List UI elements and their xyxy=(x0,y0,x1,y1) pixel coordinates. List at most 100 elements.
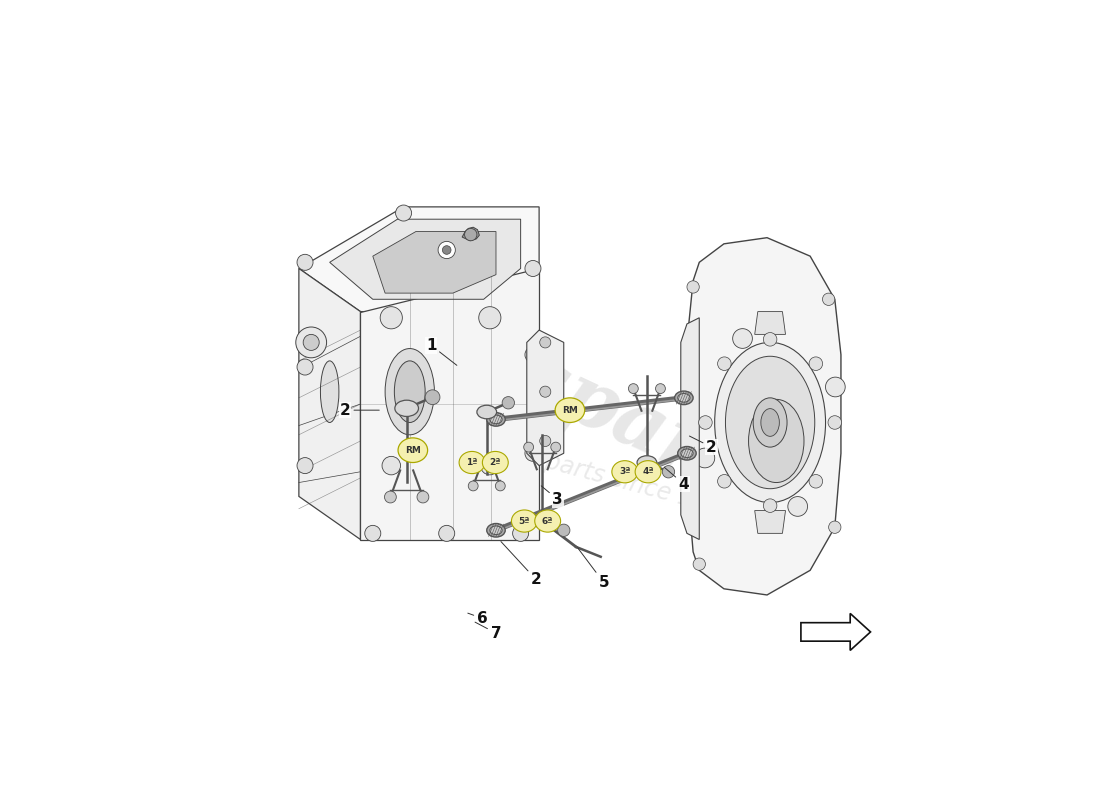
Circle shape xyxy=(628,384,638,394)
Circle shape xyxy=(828,521,840,534)
Ellipse shape xyxy=(486,523,505,537)
Ellipse shape xyxy=(678,446,696,460)
Circle shape xyxy=(788,497,807,516)
Text: eurospares: eurospares xyxy=(321,251,806,532)
Circle shape xyxy=(464,229,477,241)
Ellipse shape xyxy=(490,415,503,424)
Ellipse shape xyxy=(635,461,661,483)
Ellipse shape xyxy=(726,356,815,489)
Text: 2: 2 xyxy=(500,542,541,587)
Circle shape xyxy=(297,254,313,270)
Circle shape xyxy=(442,246,451,254)
Ellipse shape xyxy=(556,398,585,422)
Circle shape xyxy=(296,327,327,358)
Circle shape xyxy=(825,377,845,397)
Circle shape xyxy=(717,474,732,488)
Ellipse shape xyxy=(320,361,339,422)
Text: 2: 2 xyxy=(340,402,379,418)
Circle shape xyxy=(698,416,712,430)
Text: 3: 3 xyxy=(541,486,563,507)
Text: 4ª: 4ª xyxy=(642,467,653,476)
Text: 1: 1 xyxy=(426,338,456,366)
Circle shape xyxy=(695,448,715,468)
Circle shape xyxy=(763,333,777,346)
Circle shape xyxy=(823,293,835,306)
Ellipse shape xyxy=(637,456,657,470)
Text: 2: 2 xyxy=(690,436,717,454)
Circle shape xyxy=(569,402,579,413)
Circle shape xyxy=(563,404,573,414)
Circle shape xyxy=(525,261,541,277)
Circle shape xyxy=(396,205,411,221)
Ellipse shape xyxy=(715,342,825,502)
Text: 5ª: 5ª xyxy=(519,517,530,526)
Ellipse shape xyxy=(477,406,496,418)
Text: 5: 5 xyxy=(578,548,609,590)
Circle shape xyxy=(524,442,534,452)
Circle shape xyxy=(540,337,551,348)
Circle shape xyxy=(438,242,455,258)
Ellipse shape xyxy=(532,514,552,528)
Ellipse shape xyxy=(748,399,804,482)
Polygon shape xyxy=(299,207,539,311)
Circle shape xyxy=(763,499,777,513)
Ellipse shape xyxy=(674,391,693,405)
Circle shape xyxy=(662,466,674,478)
Polygon shape xyxy=(527,330,563,466)
Circle shape xyxy=(525,446,541,462)
Polygon shape xyxy=(681,318,700,539)
Circle shape xyxy=(513,526,529,542)
Polygon shape xyxy=(373,231,496,293)
Circle shape xyxy=(381,306,403,329)
Ellipse shape xyxy=(761,409,779,436)
Circle shape xyxy=(502,397,515,409)
Polygon shape xyxy=(565,402,582,412)
Circle shape xyxy=(297,458,313,474)
Circle shape xyxy=(810,474,823,488)
Ellipse shape xyxy=(612,461,638,483)
Text: 4: 4 xyxy=(664,467,690,491)
Ellipse shape xyxy=(512,510,537,532)
Circle shape xyxy=(495,481,505,491)
Polygon shape xyxy=(361,269,539,539)
Ellipse shape xyxy=(754,398,788,447)
Text: 3ª: 3ª xyxy=(619,467,630,476)
Circle shape xyxy=(469,481,478,491)
Circle shape xyxy=(382,456,400,475)
Polygon shape xyxy=(330,219,520,299)
Circle shape xyxy=(551,442,561,452)
Ellipse shape xyxy=(385,349,435,435)
Polygon shape xyxy=(755,311,785,334)
Text: RM: RM xyxy=(562,406,578,414)
Circle shape xyxy=(365,526,381,542)
Text: a passion for parts since 1985: a passion for parts since 1985 xyxy=(388,408,739,523)
Polygon shape xyxy=(686,238,840,595)
Text: 6: 6 xyxy=(468,611,487,626)
Ellipse shape xyxy=(678,394,690,402)
Ellipse shape xyxy=(681,449,693,458)
Circle shape xyxy=(385,491,396,503)
Text: 1ª: 1ª xyxy=(466,458,477,467)
Circle shape xyxy=(558,524,570,537)
Circle shape xyxy=(304,334,319,350)
Circle shape xyxy=(717,357,732,370)
Circle shape xyxy=(481,456,499,475)
Text: 6ª: 6ª xyxy=(542,517,553,526)
Circle shape xyxy=(733,329,752,348)
Text: RM: RM xyxy=(405,446,421,454)
Circle shape xyxy=(540,386,551,398)
Polygon shape xyxy=(299,269,361,539)
Polygon shape xyxy=(755,510,785,534)
Circle shape xyxy=(540,435,551,446)
Circle shape xyxy=(297,359,313,375)
Circle shape xyxy=(686,281,700,293)
Circle shape xyxy=(693,558,705,570)
Circle shape xyxy=(656,384,666,394)
Polygon shape xyxy=(462,227,480,241)
Circle shape xyxy=(425,390,440,405)
Ellipse shape xyxy=(535,510,561,532)
Ellipse shape xyxy=(398,438,428,462)
Ellipse shape xyxy=(395,361,425,422)
Circle shape xyxy=(478,306,500,329)
Ellipse shape xyxy=(459,451,485,474)
